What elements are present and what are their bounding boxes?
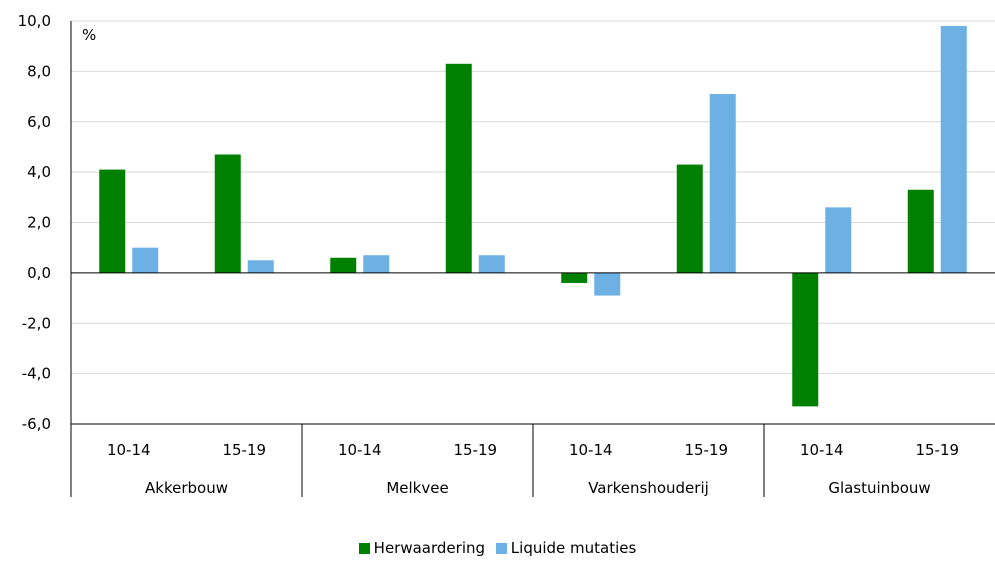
bar-liquide-mutaties — [132, 247, 159, 273]
legend-item-herwaardering: Herwaardering — [358, 539, 486, 557]
legend-label: Herwaardering — [373, 539, 486, 557]
y-tick-label: -6,0 — [22, 415, 51, 433]
bar-liquide-mutaties — [363, 255, 390, 273]
bar-herwaardering — [676, 164, 703, 273]
group-label: Glastuinbouw — [828, 479, 930, 497]
bar-herwaardering — [99, 169, 126, 273]
y-axis: -6,0 -4,0 -2,0 0,0 2,0 4,0 6,0 8,0 10,0 — [18, 12, 72, 497]
x-tick-label: 15-19 — [222, 441, 266, 459]
y-tick-label: 2,0 — [27, 214, 51, 232]
group-label: Melkvee — [386, 479, 448, 497]
y-tick-label: -2,0 — [22, 314, 51, 332]
y-tick-label: 4,0 — [27, 163, 51, 181]
x-tick-label: 10-14 — [569, 441, 613, 459]
legend: Herwaardering Liquide mutaties — [0, 539, 995, 557]
bar-liquide-mutaties — [594, 272, 621, 296]
y-tick-label: 10,0 — [18, 12, 51, 30]
gridlines — [71, 20, 995, 425]
unit-label: % — [82, 26, 96, 44]
x-tick-label: 10-14 — [338, 441, 382, 459]
group-label: Varkenshouderij — [588, 479, 709, 497]
bar-herwaardering — [330, 257, 357, 273]
bar-liquide-mutaties — [709, 94, 736, 273]
y-tick-label: 6,0 — [27, 113, 51, 131]
x-tick-label: 15-19 — [453, 441, 497, 459]
group-label: Akkerbouw — [145, 479, 228, 497]
bar-liquide-mutaties — [247, 260, 274, 273]
bar-herwaardering — [214, 154, 241, 273]
bar-liquide-mutaties — [940, 26, 967, 273]
bar-herwaardering — [907, 189, 934, 273]
bar-herwaardering — [445, 63, 472, 273]
x-axis: 10-14 15-19 10-14 15-19 10-14 15-19 10-14 15-19… — [71, 272, 995, 497]
y-tick-label: 8,0 — [27, 62, 51, 80]
bar-herwaardering — [792, 272, 819, 407]
y-tick-label: -4,0 — [22, 365, 51, 383]
legend-swatch-herwaardering — [358, 543, 370, 554]
bar-herwaardering — [561, 272, 588, 283]
x-tick-label: 10-14 — [800, 441, 844, 459]
legend-label: Liquide mutaties — [510, 539, 637, 557]
x-tick-label: 15-19 — [915, 441, 959, 459]
legend-swatch-liquide-mutaties — [495, 543, 507, 554]
y-tick-label: 0,0 — [27, 264, 51, 282]
legend-item-liquide-mutaties: Liquide mutaties — [495, 539, 637, 557]
x-tick-label: 15-19 — [684, 441, 728, 459]
bar-liquide-mutaties — [825, 207, 852, 273]
bars — [99, 26, 967, 407]
x-tick-label: 10-14 — [107, 441, 151, 459]
bar-liquide-mutaties — [478, 255, 505, 273]
